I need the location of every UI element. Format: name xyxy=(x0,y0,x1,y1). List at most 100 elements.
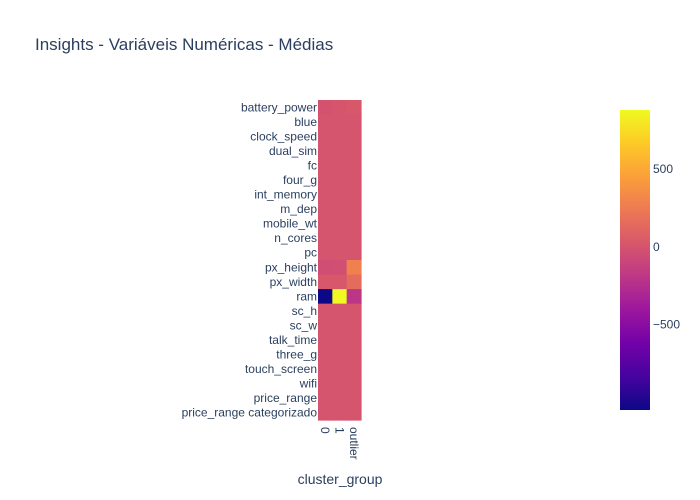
heatmap-cell xyxy=(332,376,348,392)
heatmap-cell xyxy=(346,405,362,421)
heatmap-cell xyxy=(318,361,333,377)
y-tick-label: talk_time xyxy=(269,333,317,347)
heatmap-cell xyxy=(332,201,348,217)
colorbar-tick-label: 500 xyxy=(653,162,673,176)
colorbar-tick-label: −500 xyxy=(653,318,680,332)
heatmap-cell xyxy=(332,361,348,377)
y-tick-label: sc_h xyxy=(292,304,317,318)
y-tick-label: m_dep xyxy=(280,202,317,216)
y-tick-label: clock_speed xyxy=(250,129,317,143)
y-tick-label: blue xyxy=(294,115,317,129)
y-tick-label: mobile_wt xyxy=(263,217,318,231)
x-tick-label: 0 xyxy=(318,427,332,434)
chart-title: Insights - Variáveis Numéricas - Médias xyxy=(35,35,333,54)
heatmap-cell xyxy=(346,390,362,407)
heatmap-cell xyxy=(318,187,333,203)
colorbar xyxy=(620,110,650,410)
heatmap-cell xyxy=(346,347,362,363)
y-tick-label: touch_screen xyxy=(245,362,317,376)
y-tick-label: price_range xyxy=(254,391,318,405)
heatmap-cell xyxy=(318,303,333,319)
heatmap-cell xyxy=(332,216,348,232)
y-tick-label: n_cores xyxy=(274,231,317,245)
heatmap-cell xyxy=(346,172,362,188)
heatmap-cell xyxy=(318,172,333,188)
heatmap-cell xyxy=(346,230,362,247)
heatmap-cell xyxy=(332,187,348,203)
x-axis-title: cluster_group xyxy=(298,471,383,487)
heatmap-cell xyxy=(346,187,362,203)
x-tick-labels: 0 1 outlier xyxy=(318,427,361,460)
heatmap-cells xyxy=(318,100,362,421)
heatmap-cell xyxy=(318,332,333,348)
heatmap-cell xyxy=(346,361,362,377)
heatmap-cell xyxy=(318,245,333,261)
heatmap-cell xyxy=(346,216,362,232)
heatmap-cell xyxy=(346,332,362,348)
heatmap-cell xyxy=(332,158,348,174)
heatmap-cell xyxy=(318,201,333,217)
heatmap-cell xyxy=(318,230,333,247)
heatmap-cell xyxy=(346,100,362,116)
heatmap-cell xyxy=(346,260,362,276)
heatmap-cell xyxy=(318,318,333,334)
heatmap-cell xyxy=(318,143,333,159)
heatmap-cell xyxy=(332,289,348,305)
heatmap-cell xyxy=(318,390,333,407)
y-tick-label: pc xyxy=(304,246,317,260)
heatmap-cell xyxy=(332,172,348,188)
heatmap-cell xyxy=(332,390,348,407)
heatmap-cell xyxy=(346,376,362,392)
heatmap-cell xyxy=(346,129,362,145)
heatmap-cell xyxy=(346,201,362,217)
heatmap-cell xyxy=(332,245,348,261)
heatmap-cell xyxy=(318,274,333,290)
heatmap-cell xyxy=(318,376,333,392)
colorbar-tick-label: 0 xyxy=(653,240,660,254)
heatmap-cell xyxy=(332,129,348,145)
y-tick-label: three_g xyxy=(276,348,317,362)
heatmap-cell xyxy=(318,405,333,421)
heatmap-cell xyxy=(318,347,333,363)
heatmap-cell xyxy=(332,405,348,421)
y-tick-labels: battery_powerblueclock_speeddual_simfcfo… xyxy=(182,100,318,419)
y-tick-label: wifi xyxy=(299,377,317,391)
heatmap-cell xyxy=(346,303,362,319)
heatmap-cell xyxy=(346,158,362,174)
heatmap-cell xyxy=(318,114,333,130)
heatmap-cell xyxy=(332,230,348,247)
heatmap-cell xyxy=(346,289,362,305)
x-tick-label: 1 xyxy=(333,427,347,434)
y-tick-label: int_memory xyxy=(254,188,317,202)
heatmap-cell xyxy=(346,143,362,159)
heatmap-cell xyxy=(332,143,348,159)
heatmap-cell xyxy=(332,332,348,348)
colorbar-ticks: 500 0 −500 xyxy=(653,162,680,331)
heatmap-cell xyxy=(318,289,333,305)
y-tick-label: dual_sim xyxy=(269,144,317,158)
heatmap-cell xyxy=(332,100,348,116)
heatmap-cell xyxy=(332,260,348,276)
heatmap-cell xyxy=(346,318,362,334)
heatmap-cell xyxy=(318,158,333,174)
y-tick-label: battery_power xyxy=(241,100,317,114)
heatmap-cell xyxy=(346,245,362,261)
y-tick-label: px_width xyxy=(270,275,317,289)
y-tick-label: px_height xyxy=(265,260,318,274)
y-tick-label: fc xyxy=(308,158,317,172)
heatmap-cell xyxy=(332,274,348,290)
y-tick-label: price_range categorizado xyxy=(182,406,318,420)
y-tick-label: ram xyxy=(296,289,317,303)
heatmap-cell xyxy=(332,347,348,363)
heatmap-cell xyxy=(318,100,333,116)
heatmap-cell xyxy=(318,260,333,276)
heatmap-cell xyxy=(332,114,348,130)
heatmap-cell xyxy=(332,303,348,319)
heatmap-cell xyxy=(346,114,362,130)
heatmap-cell xyxy=(318,216,333,232)
heatmap-cell xyxy=(332,318,348,334)
heatmap-cell xyxy=(318,129,333,145)
y-tick-label: sc_w xyxy=(290,318,318,332)
y-tick-label: four_g xyxy=(283,173,317,187)
